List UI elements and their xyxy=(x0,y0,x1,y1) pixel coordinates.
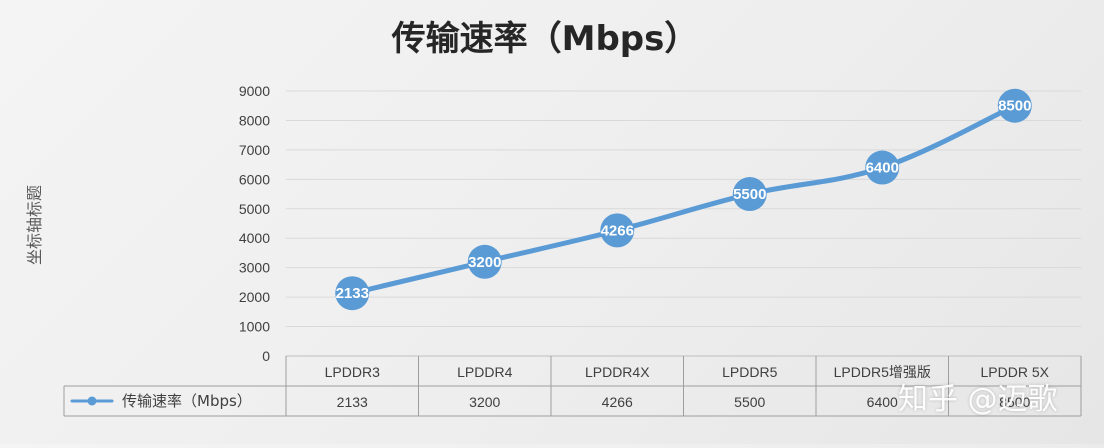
x-tick-label: LPDDR4X xyxy=(585,364,650,380)
y-tick-label: 7000 xyxy=(239,142,270,158)
data-label: 4266 xyxy=(601,222,634,239)
y-tick-label: 8000 xyxy=(239,112,270,128)
data-point xyxy=(600,213,635,248)
y-tick-label: 9000 xyxy=(239,83,270,99)
data-point xyxy=(467,244,502,279)
data-label: 5500 xyxy=(733,186,766,203)
x-tick-label: LPDDR5增强版 xyxy=(834,364,931,380)
y-tick-label: 6000 xyxy=(239,171,270,187)
data-label: 6400 xyxy=(866,160,899,177)
table-value: 2133 xyxy=(337,394,368,410)
x-tick-label: LPDDR5 xyxy=(722,364,777,380)
data-point xyxy=(335,276,370,311)
data-point xyxy=(865,150,900,185)
series-line xyxy=(349,103,1018,296)
data-point xyxy=(732,177,767,212)
y-tick-label: 4000 xyxy=(239,230,270,246)
y-axis-label: 坐标轴标题 xyxy=(25,185,44,265)
y-tick-label: 1000 xyxy=(239,319,270,335)
table-value: 6400 xyxy=(867,394,898,410)
data-label: 8500 xyxy=(998,98,1031,115)
data-label: 2133 xyxy=(336,285,369,302)
y-tick-label: 0 xyxy=(262,348,270,364)
y-tick-label: 5000 xyxy=(239,201,270,217)
x-tick-label: LPDDR4 xyxy=(457,364,512,380)
legend-label: 传输速率（Mbps） xyxy=(122,392,252,410)
table-value: 5500 xyxy=(734,394,765,410)
table-value: 4266 xyxy=(602,394,633,410)
data-label: 3200 xyxy=(468,254,501,271)
y-tick-label: 3000 xyxy=(239,260,270,276)
y-tick-label: 2000 xyxy=(239,289,270,305)
x-tick-label: LPDDR 5X xyxy=(981,364,1050,380)
chart-title: 传输速率（Mbps） xyxy=(391,19,699,59)
table-value: 3200 xyxy=(469,394,500,410)
data-point xyxy=(997,88,1032,123)
legend-marker xyxy=(87,396,97,406)
x-tick-label: LPDDR3 xyxy=(325,364,380,380)
table-value: 8500 xyxy=(999,394,1030,410)
